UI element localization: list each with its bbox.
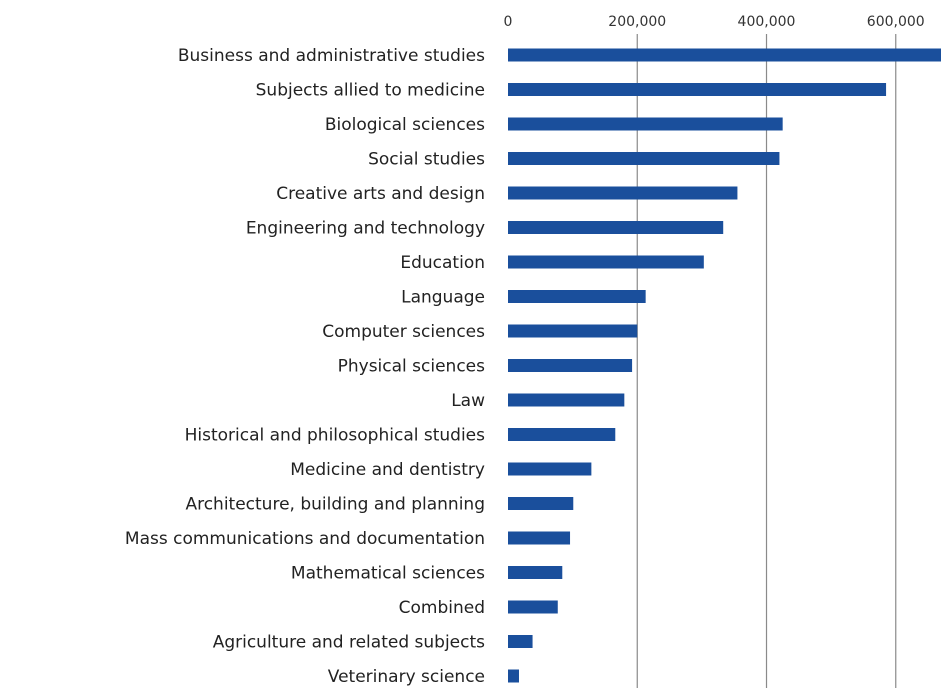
bar-3 — [508, 152, 780, 165]
bar-9 — [508, 359, 633, 372]
category-label-7: Language — [401, 288, 485, 308]
x-tick-label-3: 600,000 — [867, 14, 925, 30]
bars — [508, 48, 941, 683]
bar-8 — [508, 324, 638, 338]
bar-12 — [508, 462, 592, 476]
gridlines — [636, 34, 897, 688]
bar-2 — [508, 117, 783, 131]
category-label-18: Veterinary science — [328, 667, 485, 687]
category-label-2: Biological sciences — [325, 115, 485, 135]
bar-1 — [508, 83, 887, 96]
category-label-5: Engineering and technology — [246, 219, 485, 239]
x-tick-label-2: 400,000 — [738, 14, 796, 30]
bar-0 — [508, 48, 941, 62]
bar-10 — [508, 393, 625, 407]
category-label-16: Combined — [399, 598, 485, 618]
bar-6 — [508, 255, 704, 269]
category-label-9: Physical sciences — [338, 357, 486, 377]
x-tick-label-0: 0 — [504, 14, 513, 30]
bar-7 — [508, 290, 646, 303]
category-label-10: Law — [451, 391, 485, 411]
bar-16 — [508, 600, 558, 614]
category-labels: Business and administrative studies Subje… — [125, 46, 485, 687]
category-label-11: Historical and philosophical studies — [185, 426, 486, 446]
category-label-6: Education — [400, 253, 485, 273]
bar-17 — [508, 635, 533, 648]
category-label-1: Subjects allied to medicine — [256, 81, 485, 101]
bar-18 — [508, 669, 519, 683]
x-tick-label-1: 200,000 — [608, 14, 666, 30]
category-label-0: Business and administrative studies — [178, 46, 485, 66]
category-label-15: Mathematical sciences — [291, 564, 485, 584]
x-axis-ticks: 0 200,000 400,000 600,000 — [504, 14, 925, 30]
category-label-14: Mass communications and documentation — [125, 529, 485, 549]
bar-4 — [508, 186, 738, 200]
category-label-8: Computer sciences — [322, 322, 485, 342]
category-label-3: Social studies — [368, 150, 485, 170]
bar-11 — [508, 428, 616, 441]
category-label-13: Architecture, building and planning — [185, 495, 485, 515]
bar-13 — [508, 497, 574, 510]
bar-15 — [508, 566, 563, 579]
category-label-4: Creative arts and design — [276, 184, 485, 204]
bar-14 — [508, 531, 571, 545]
category-label-17: Agriculture and related subjects — [213, 633, 485, 653]
bar-5 — [508, 221, 724, 234]
category-label-12: Medicine and dentistry — [290, 460, 485, 480]
